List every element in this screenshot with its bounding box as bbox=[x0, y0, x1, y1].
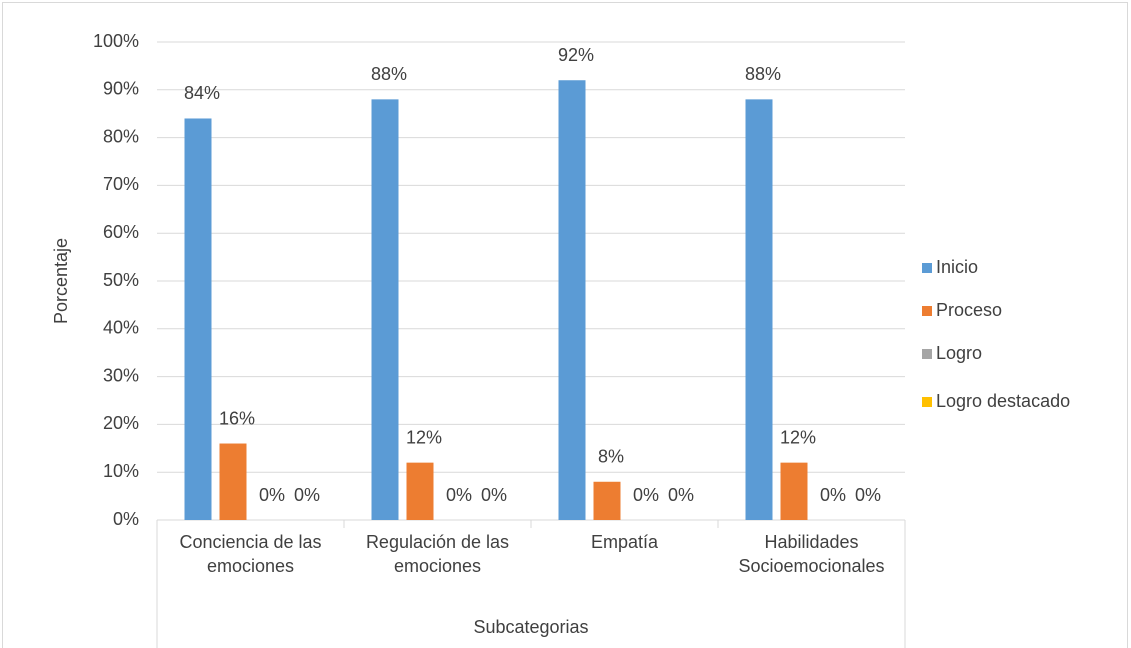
x-tick-label: Empatía bbox=[590, 532, 659, 552]
bar bbox=[780, 462, 808, 520]
y-tick-label: 90% bbox=[103, 79, 139, 99]
data-label: 0% bbox=[259, 485, 285, 505]
legend-label: Proceso bbox=[936, 300, 1002, 320]
y-tick-label: 40% bbox=[103, 318, 139, 338]
bar bbox=[219, 443, 247, 520]
data-label: 0% bbox=[294, 485, 320, 505]
data-label: 88% bbox=[745, 64, 781, 84]
data-label: 84% bbox=[184, 83, 220, 103]
y-tick-label: 0% bbox=[113, 509, 139, 529]
data-label: 12% bbox=[406, 427, 442, 447]
data-label: 8% bbox=[598, 447, 624, 467]
legend-label: Logro bbox=[936, 343, 982, 363]
data-label: 88% bbox=[371, 64, 407, 84]
legend-swatch bbox=[922, 349, 932, 359]
x-axis-title: Subcategorias bbox=[473, 617, 588, 637]
data-label: 0% bbox=[668, 485, 694, 505]
x-tick-label: Conciencia de las emociones bbox=[179, 532, 322, 576]
data-label: 0% bbox=[820, 485, 846, 505]
y-tick-label: 100% bbox=[93, 31, 139, 51]
data-label: 16% bbox=[219, 408, 255, 428]
legend-swatch bbox=[922, 397, 932, 407]
data-label: 0% bbox=[481, 485, 507, 505]
bar bbox=[558, 80, 586, 521]
y-tick-label: 30% bbox=[103, 365, 139, 385]
y-tick-label: 50% bbox=[103, 270, 139, 290]
bar bbox=[371, 99, 399, 521]
y-tick-label: 80% bbox=[103, 126, 139, 146]
legend-swatch bbox=[922, 263, 932, 273]
data-label: 12% bbox=[780, 427, 816, 447]
legend-label: Inicio bbox=[936, 257, 978, 277]
y-tick-label: 10% bbox=[103, 461, 139, 481]
bar bbox=[745, 99, 773, 521]
y-tick-label: 20% bbox=[103, 413, 139, 433]
legend-swatch bbox=[922, 306, 932, 316]
y-axis-title: Porcentaje bbox=[51, 238, 71, 324]
data-label: 0% bbox=[446, 485, 472, 505]
legend-label: Logro destacado bbox=[936, 391, 1070, 411]
y-tick-label: 70% bbox=[103, 174, 139, 194]
y-tick-label: 60% bbox=[103, 222, 139, 242]
bar bbox=[593, 481, 621, 520]
bar bbox=[406, 462, 434, 520]
x-tick-label: Regulación de las emociones bbox=[365, 532, 510, 576]
data-label: 0% bbox=[633, 485, 659, 505]
data-label: 92% bbox=[558, 45, 594, 65]
bar bbox=[184, 118, 212, 520]
x-tick-label: Habilidades Socioemocionales bbox=[738, 532, 885, 576]
data-label: 0% bbox=[855, 485, 881, 505]
